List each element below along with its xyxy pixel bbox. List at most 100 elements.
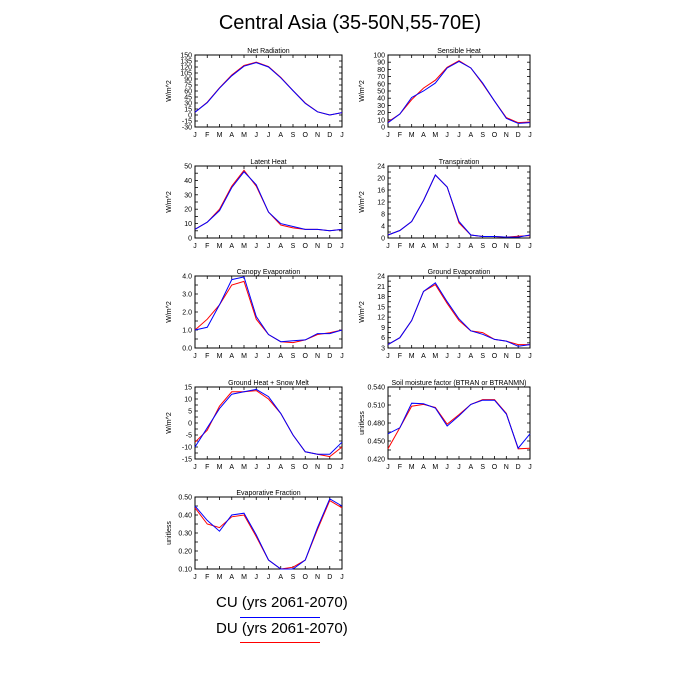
y-tick-label: 30 [184, 101, 192, 108]
y-tick-label: 120 [180, 65, 192, 72]
y-tick-label: 15 [184, 385, 192, 392]
x-tick-label: D [516, 353, 521, 360]
x-tick-label: M [409, 353, 415, 360]
y-tick-label: -30 [182, 125, 192, 132]
series-line-cu [387, 60, 531, 124]
x-tick-label: S [291, 464, 296, 471]
x-tick-label: F [398, 132, 402, 139]
x-tick-label: N [504, 464, 509, 471]
x-tick-label: J [457, 132, 461, 139]
x-tick-label: J [255, 464, 259, 471]
legend-line-cu [240, 617, 320, 618]
x-tick-label: D [327, 574, 332, 581]
x-tick-label: A [421, 132, 426, 139]
x-tick-label: J [386, 132, 390, 139]
y-tick-label: 0.40 [178, 513, 192, 520]
x-tick-label: M [241, 132, 247, 139]
y-tick-label: 0.450 [367, 439, 385, 446]
y-tick-label: 75 [184, 83, 192, 90]
legend-line-du [240, 642, 320, 643]
y-tick-label: 15 [184, 107, 192, 114]
x-tick-label: J [457, 243, 461, 250]
y-axis-label: W/m^2 [359, 301, 366, 323]
y-tick-label: 24 [377, 274, 385, 281]
x-tick-label: J [445, 243, 449, 250]
y-axis-label: W/m^2 [166, 191, 173, 213]
y-tick-label: 0 [381, 125, 385, 132]
plot-frame [194, 275, 343, 349]
y-tick-label: 40 [184, 178, 192, 185]
x-tick-label: J [255, 353, 259, 360]
y-axis-label: W/m^2 [166, 301, 173, 323]
x-tick-label: F [398, 243, 402, 250]
x-tick-label: J [340, 464, 344, 471]
x-tick-label: A [278, 243, 283, 250]
series-line-du [194, 61, 343, 116]
x-tick-label: O [303, 464, 309, 471]
x-tick-label: S [291, 574, 296, 581]
x-tick-label: A [421, 353, 426, 360]
x-tick-label: A [468, 243, 473, 250]
x-tick-label: F [205, 132, 209, 139]
y-tick-label: 0.50 [178, 495, 192, 502]
y-tick-label: 10 [184, 221, 192, 228]
panel-5: Canopy Evaporation W/m^2 0.0 1.0 2.0 3.0 4.0 J F… [166, 269, 344, 360]
series-line-du [387, 174, 531, 238]
series-line-du [194, 390, 343, 458]
y-tick-label: 30 [377, 103, 385, 110]
panel-title: Latent Heat [250, 159, 286, 166]
x-tick-label: O [303, 353, 309, 360]
y-tick-label: 135 [180, 59, 192, 66]
x-tick-label: N [315, 243, 320, 250]
y-tick-label: 20 [377, 176, 385, 183]
x-tick-label: J [528, 243, 532, 250]
x-tick-label: M [432, 132, 438, 139]
x-tick-label: A [468, 353, 473, 360]
y-tick-label: 0 [188, 236, 192, 243]
x-tick-label: A [278, 574, 283, 581]
y-tick-label: 0.30 [178, 531, 192, 538]
panel-title: Evaporative Fraction [236, 490, 300, 497]
x-tick-label: M [217, 243, 223, 250]
x-tick-label: M [217, 464, 223, 471]
x-tick-label: M [217, 132, 223, 139]
y-tick-label: -5 [186, 433, 192, 440]
x-tick-label: J [267, 574, 271, 581]
y-tick-label: 1.0 [182, 328, 192, 335]
y-tick-label: 6 [381, 335, 385, 342]
panel-title: Canopy Evaporation [237, 269, 301, 276]
x-tick-label: J [193, 464, 197, 471]
y-tick-label: 16 [377, 188, 385, 195]
y-tick-label: 10 [184, 397, 192, 404]
y-tick-label: 0.10 [178, 567, 192, 574]
y-tick-label: 24 [377, 164, 385, 171]
x-tick-label: M [217, 574, 223, 581]
x-tick-label: F [205, 464, 209, 471]
x-tick-label: N [504, 132, 509, 139]
series-line-cu [387, 174, 531, 238]
x-tick-label: D [327, 243, 332, 250]
panel-title: Ground Evaporation [428, 269, 491, 276]
x-tick-label: N [504, 353, 509, 360]
y-tick-label: 90 [184, 77, 192, 84]
y-tick-label: 150 [180, 53, 192, 60]
x-tick-label: J [457, 353, 461, 360]
x-tick-label: J [528, 353, 532, 360]
x-tick-label: J [193, 353, 197, 360]
series-line-cu [194, 276, 343, 343]
x-tick-label: J [255, 243, 259, 250]
x-tick-label: A [229, 464, 234, 471]
y-tick-label: 50 [377, 89, 385, 96]
panel-8: Soil moisture factor (BTRAN or BTRANMN) u… [359, 380, 532, 471]
y-axis-label: W/m^2 [166, 80, 173, 102]
plot-frame [387, 54, 531, 128]
plot-frame [194, 496, 343, 570]
x-tick-label: A [421, 243, 426, 250]
x-tick-label: A [278, 132, 283, 139]
series-line-cu [194, 388, 343, 455]
x-tick-label: F [205, 574, 209, 581]
y-tick-label: 4.0 [182, 274, 192, 281]
panel-1: Net Radiation W/m^2 -30-150153045607590105… [166, 48, 344, 139]
x-tick-label: M [241, 574, 247, 581]
